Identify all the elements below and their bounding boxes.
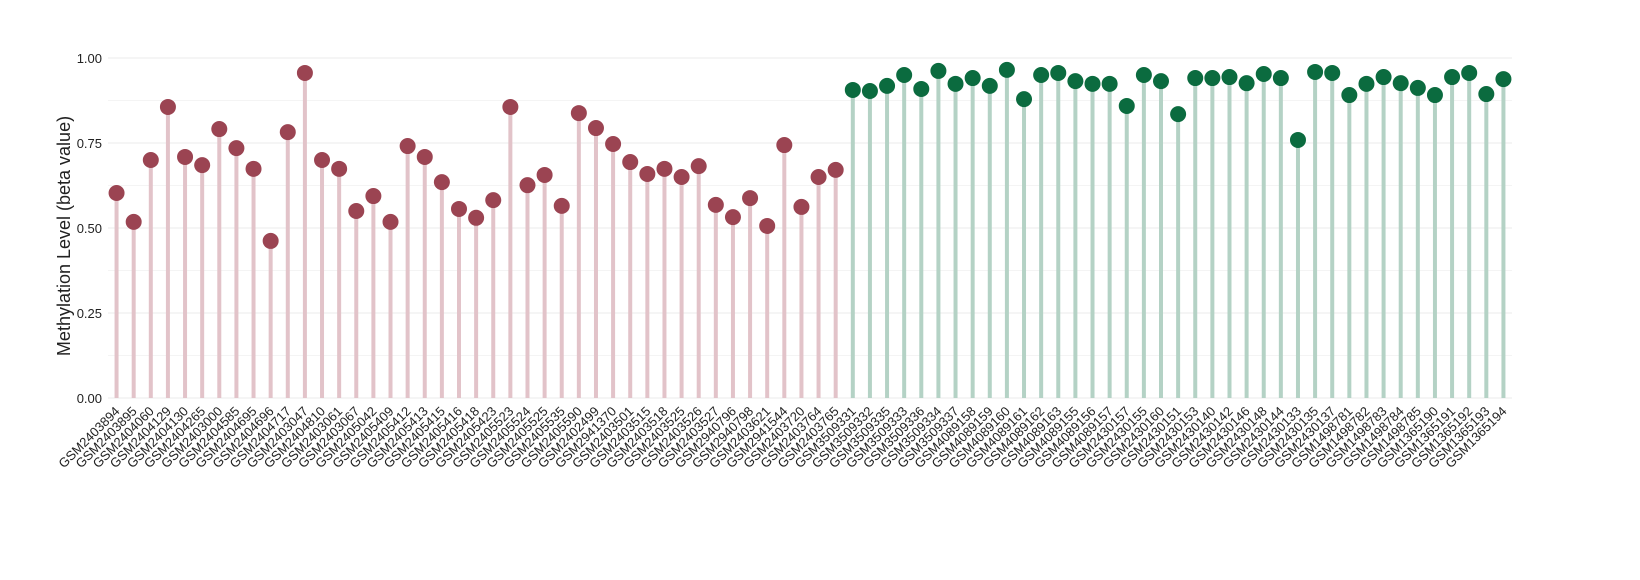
dot (1272, 70, 1289, 87)
dot (1358, 75, 1375, 92)
dot (1067, 73, 1084, 90)
dot (519, 177, 536, 194)
dot (964, 70, 981, 87)
dot (1444, 69, 1461, 86)
dot (211, 121, 228, 138)
y-tick-label: 0.75 (77, 136, 102, 151)
dot (622, 154, 639, 171)
dot (1495, 71, 1512, 88)
dot (1289, 131, 1306, 148)
dot (451, 200, 467, 217)
dot (1324, 64, 1341, 81)
dot (1135, 67, 1152, 83)
y-tick-label: 0.50 (77, 221, 102, 236)
dot (142, 152, 159, 168)
dot (194, 157, 211, 174)
dot (245, 160, 262, 177)
dot (1101, 75, 1118, 92)
dot (724, 209, 741, 226)
dot (656, 160, 673, 177)
dot (1204, 70, 1221, 87)
dot (177, 148, 194, 165)
dot (1426, 87, 1443, 104)
dot (1050, 64, 1067, 81)
dot (844, 81, 861, 98)
dot (1153, 73, 1169, 90)
dot (382, 213, 399, 230)
dot (159, 98, 176, 115)
dot (947, 75, 964, 92)
dot (913, 80, 930, 97)
dot (553, 197, 570, 214)
dot (861, 82, 878, 99)
dot (228, 140, 245, 157)
dot (433, 174, 450, 191)
dot (1392, 75, 1409, 92)
dot (125, 213, 142, 230)
dot (998, 61, 1015, 78)
dot (793, 198, 810, 215)
dot (1341, 87, 1358, 104)
y-tick-label: 1.00 (77, 51, 102, 66)
dot (485, 192, 502, 209)
dot (1238, 75, 1255, 92)
dot (896, 67, 913, 83)
dot (1084, 75, 1101, 92)
dot (1375, 69, 1392, 86)
dot (673, 169, 690, 185)
y-tick-label: 0.00 (77, 391, 102, 406)
dot (262, 232, 279, 249)
dot (468, 209, 485, 226)
dot (707, 196, 724, 213)
dot (348, 203, 365, 219)
dot (399, 138, 416, 155)
dot (108, 184, 125, 201)
dot (502, 98, 519, 115)
dot (296, 64, 313, 81)
dot (587, 120, 604, 137)
dot (639, 165, 656, 182)
dot (365, 188, 382, 205)
dot (1307, 63, 1324, 80)
dot (930, 62, 947, 79)
dot (314, 152, 331, 168)
dot (1118, 97, 1135, 114)
dot (536, 166, 553, 183)
dot (279, 124, 296, 141)
dot (1478, 86, 1495, 103)
y-axis-title: Methylation Level (beta value) (54, 116, 74, 356)
dot (331, 160, 348, 177)
dot (1221, 69, 1238, 86)
dot (1255, 65, 1272, 82)
dot (1016, 91, 1033, 108)
dot (810, 169, 827, 185)
dot (776, 137, 793, 154)
dot (1170, 106, 1187, 123)
dot (605, 136, 622, 153)
dot (1033, 67, 1050, 83)
dot (1409, 79, 1426, 96)
dot (416, 148, 433, 165)
dot (570, 105, 587, 122)
dot (742, 190, 759, 207)
dot (879, 77, 896, 94)
dot (1461, 64, 1478, 81)
dot (981, 77, 998, 94)
dot (690, 158, 707, 175)
y-tick-label: 0.25 (77, 306, 102, 321)
dot (827, 161, 844, 178)
dot (1187, 70, 1204, 87)
dot (759, 217, 776, 234)
